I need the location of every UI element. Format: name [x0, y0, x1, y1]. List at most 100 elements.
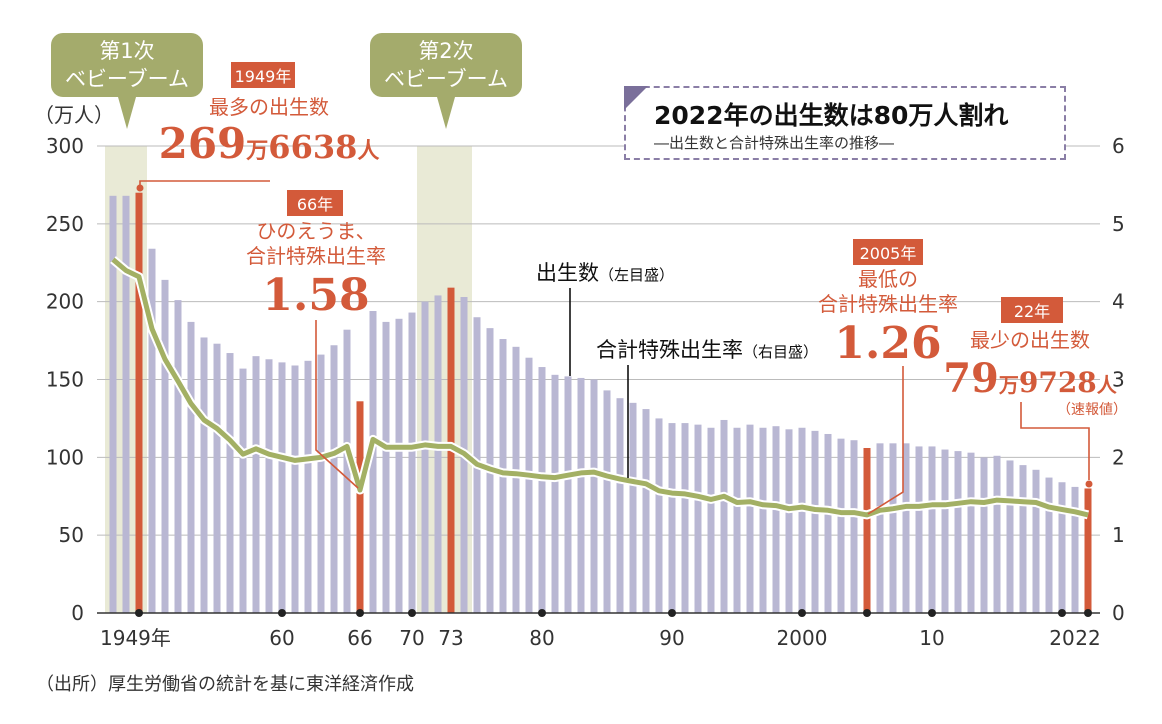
boom2-callout-line2: ベビーブーム — [384, 67, 508, 91]
x-tick-label: 90 — [659, 626, 684, 650]
bar — [421, 301, 429, 613]
max-births-leader — [139, 180, 270, 188]
hinoeuma-tag-bg — [287, 190, 343, 216]
x-tick-label: 66 — [347, 626, 372, 650]
bar — [798, 427, 806, 613]
bar — [603, 390, 611, 613]
y-right-tick-label: 1 — [1112, 523, 1125, 547]
min-births-leader — [1020, 402, 1090, 480]
bar-highlight-2022 — [1084, 488, 1092, 613]
x-axis-dot — [135, 609, 143, 617]
bar — [915, 446, 923, 613]
hinoeuma-leader — [315, 320, 359, 489]
max-births-unit1: 万 — [245, 138, 268, 164]
bar — [538, 367, 546, 613]
x-axis-dot — [863, 609, 871, 617]
bar — [304, 360, 312, 613]
x-axis-dot — [538, 609, 546, 617]
source-note: （出所）厚生労働省の統計を基に東洋経済作成 — [36, 674, 414, 695]
x-tick-label: 73 — [438, 626, 463, 650]
bar — [551, 374, 559, 613]
bar — [733, 427, 741, 613]
max-births-big1: 269 — [159, 119, 247, 168]
bar — [564, 376, 572, 613]
bar — [1019, 465, 1027, 613]
bar — [889, 443, 897, 613]
births-series-label-births_main: 出生数 — [536, 261, 599, 285]
bar — [616, 398, 624, 613]
bar — [902, 443, 910, 613]
min-births-tag-bg — [1001, 297, 1063, 323]
y-left-tick-label: 100 — [46, 445, 84, 469]
max-births-unit2: 人 — [357, 138, 379, 164]
y-right-tick-label: 6 — [1112, 134, 1125, 158]
bar — [187, 321, 195, 613]
y-left-tick-label: 0 — [71, 601, 84, 625]
y-left-tick-label: 300 — [46, 134, 84, 158]
bar — [200, 337, 208, 613]
bar — [226, 353, 234, 613]
bar — [772, 426, 780, 613]
bar — [577, 377, 585, 613]
boom1-callout-line1: 第1次 — [99, 39, 154, 63]
bar — [525, 357, 533, 613]
min-births-unit2: 人 — [1097, 373, 1118, 397]
bar — [850, 440, 858, 613]
bar — [278, 362, 286, 613]
min-tfr-tag: 2005年 — [860, 244, 917, 263]
bar — [434, 295, 442, 613]
y-left-tick-label: 150 — [46, 368, 84, 392]
bar — [382, 321, 390, 613]
bar — [1058, 482, 1066, 613]
births-series-label-births_note: （左目盛） — [599, 266, 674, 284]
chart-title: 2022年の出生数は80万人割れ — [654, 101, 1009, 130]
min-tfr-tag-bg — [853, 239, 923, 265]
x-axis-dot — [668, 609, 676, 617]
x-axis-dot — [408, 609, 416, 617]
max-births-marker — [136, 184, 144, 192]
bar — [759, 427, 767, 613]
bar — [1006, 460, 1014, 613]
bar — [720, 419, 728, 613]
bar — [928, 446, 936, 613]
x-tick-label: 22 — [1075, 626, 1100, 650]
bar — [174, 300, 182, 613]
boom2-callout-line1: 第2次 — [418, 39, 473, 63]
y-left-unit-label: （万人） — [34, 103, 114, 127]
bar — [629, 402, 637, 613]
x-axis-dot — [1058, 609, 1066, 617]
x-tick-label: 2000 — [777, 626, 828, 650]
bar-highlight-1966 — [356, 401, 364, 613]
boom1-callout-line2: ベビーブーム — [65, 67, 189, 91]
bar — [161, 279, 169, 613]
x-tick-label: 1949年 — [100, 626, 171, 650]
min-tfr-caption1: 最低の — [858, 267, 918, 291]
bar — [681, 423, 689, 613]
min-tfr-value: 1.26 — [834, 318, 941, 369]
y-left-tick-label: 50 — [59, 523, 84, 547]
bar — [408, 312, 416, 613]
x-axis-dot — [356, 609, 364, 617]
min-births-note: （速報値） — [1057, 402, 1127, 418]
bar — [109, 195, 117, 613]
bar — [369, 311, 377, 613]
chart-title-box: 2022年の出生数は80万人割れ ―出生数と合計特殊出生率の推移― — [624, 86, 1066, 160]
bar — [655, 418, 663, 613]
min-tfr-leader — [867, 366, 904, 515]
min-births-tag: 22年 — [1014, 302, 1050, 321]
max-births-caption: 最多の出生数 — [209, 95, 329, 119]
hinoeuma-tag: 66年 — [297, 195, 333, 214]
bar — [837, 438, 845, 613]
x-tick-label: 80 — [529, 626, 554, 650]
min-births-big2: 9728 — [1019, 366, 1097, 399]
bar — [811, 430, 819, 613]
bar — [291, 365, 299, 613]
bar — [1032, 469, 1040, 613]
bar — [317, 354, 325, 613]
x-axis-dot — [798, 609, 806, 617]
bar — [1071, 486, 1079, 613]
bar — [265, 359, 273, 613]
y-right-tick-label: 5 — [1112, 212, 1125, 236]
bar — [668, 423, 676, 613]
